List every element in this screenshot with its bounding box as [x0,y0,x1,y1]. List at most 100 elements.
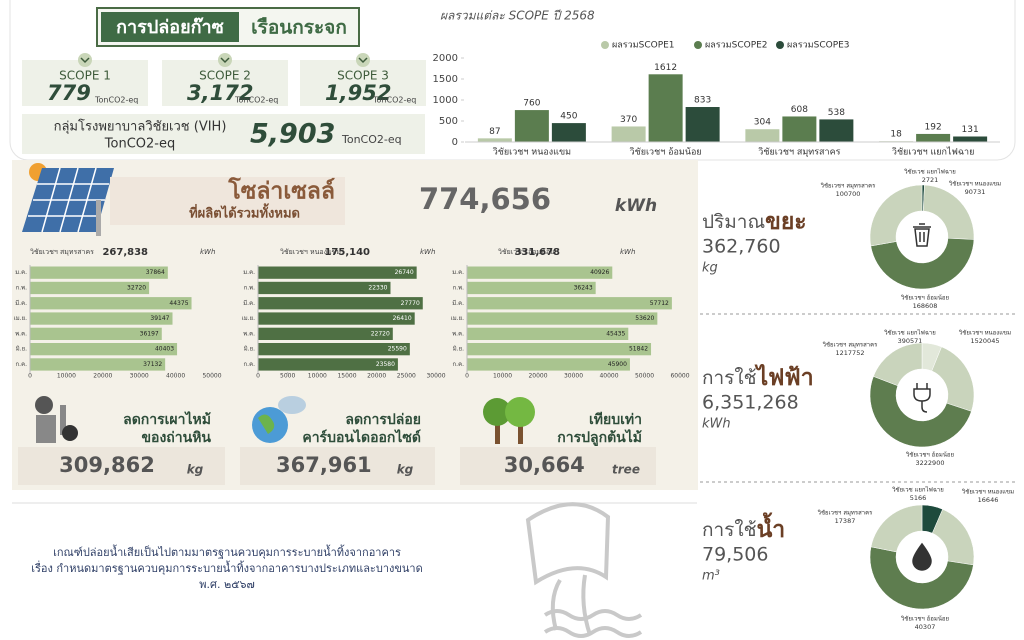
bar [477,138,512,142]
value-label: 450 [560,112,577,122]
value-label: 538 [828,108,845,118]
bar [30,266,168,279]
donut-slice [870,237,975,290]
saving-value: 309,862 [59,453,155,477]
y-tick-label: มิ.ย. [16,346,27,353]
x-tick-label: 20000 [528,373,547,380]
section-total: 6,351,268 [702,392,799,414]
section-title-bold: ขยะ [765,209,807,235]
donut-slice [869,376,972,448]
y-tick-label: 500 [439,116,458,127]
legend-swatch [776,41,784,49]
section-icon [912,542,932,571]
chart-title: วิชัยเวชฯ สมุทรสาคร [30,248,94,256]
scope-label: SCOPE 3 [337,69,389,83]
x-tick-label: 0 [256,373,260,380]
group-unit: TonCO2-eq [341,133,402,146]
saving-label: คาร์บอนไดออกไซด์ [302,428,421,446]
donut-slice [869,546,974,610]
value-label: 22720 [371,330,390,337]
section-unit: kg [702,261,718,276]
bar [30,281,150,295]
value-label: 45900 [608,361,627,368]
chart-total: 331,678 [514,247,560,258]
note-line: พ.ศ. ๒๕๖๗ [199,578,255,591]
slice-value: 2721 [922,176,939,184]
section-unit: kWh [702,417,731,432]
value-label: 40926 [590,269,609,276]
value-label: 26740 [395,269,414,276]
value-label: 57712 [650,300,669,307]
earth-icon [252,396,306,443]
bar [819,119,854,142]
slice-value: 100700 [836,190,861,198]
scope-unit: TonCO2-eq [94,96,138,105]
y-tick-label: มี.ค. [15,299,27,307]
saving-value-box [18,447,225,485]
saving-unit: kg [187,463,204,477]
bar [258,297,423,310]
value-label: 131 [962,125,979,135]
value-label: 192 [925,122,942,132]
bar [467,358,630,371]
slice-label: วิชัยเวช แยกไฟฉาย [884,329,936,337]
pipe-illustration [525,502,643,638]
x-tick-label: 10000 [308,373,327,380]
x-tick-label: 0 [28,373,32,380]
value-label: 36197 [140,330,159,337]
scope-value: 779 [47,81,91,105]
group-card [22,114,425,154]
x-tick-label: 25000 [397,373,416,380]
bar [611,126,646,142]
section-prefix: การใช้ [702,519,757,541]
x-tick-label: 60000 [670,373,689,380]
saving-label: ลดการปล่อย [345,412,421,428]
slice-value: 1520045 [971,337,1000,345]
bar [258,343,410,356]
y-tick-label: ม.ค. [452,269,464,276]
chart-unit: kWh [200,248,215,256]
bar [953,136,988,142]
section-total: 79,506 [702,544,768,566]
saving-value: 30,664 [504,453,585,477]
saving-label: การปลูกต้นไม้ [557,428,642,446]
x-tick-label: 50000 [635,373,654,380]
value-label: 51842 [629,346,648,353]
bar [30,327,162,340]
value-label: 27770 [401,300,420,307]
section-title-bold: น้ำ [757,512,786,543]
x-tick-label: 40000 [166,373,185,380]
chevron [78,53,92,67]
saving-unit: kg [397,463,414,477]
chevron [218,53,232,67]
y-tick-label: 0 [452,137,458,148]
y-tick-label: 1000 [433,95,458,106]
section-title: การใช้ไฟฟ้า [702,363,814,391]
value-label: 304 [754,118,771,128]
bar [782,116,817,142]
x-tick-label: 20000 [367,373,386,380]
header-title: เรือนกระจก [251,17,347,39]
value-label: 40403 [155,346,174,353]
y-tick-label: ก.ค. [244,361,256,368]
section-icon [913,223,931,247]
bar [467,281,596,295]
legend-swatch [601,41,609,49]
header-title: การปล่อยก๊าซ [116,17,224,38]
saving-label: ของถ่านหิน [141,430,211,446]
legend-label: ผลรวมSCOPE2 [705,41,768,51]
section-title: ปริมาณขยะ [702,209,807,235]
value-label: 25590 [388,346,407,353]
value-label: 44375 [169,300,188,307]
x-tick-label: วิชัยเวชฯ หนองแขม [493,147,571,158]
legend-label: ผลรวมSCOPE3 [787,41,850,51]
legend-swatch [694,41,702,49]
value-label: 1612 [654,63,677,73]
saving-label: ลดการเผาไหม้ [123,410,211,428]
y-tick-label: เม.ย. [451,315,464,322]
section-icon [913,383,931,413]
saving-value-box [460,447,656,485]
y-tick-label: ก.พ. [453,284,464,291]
section-prefix: การใช้ [702,367,757,389]
